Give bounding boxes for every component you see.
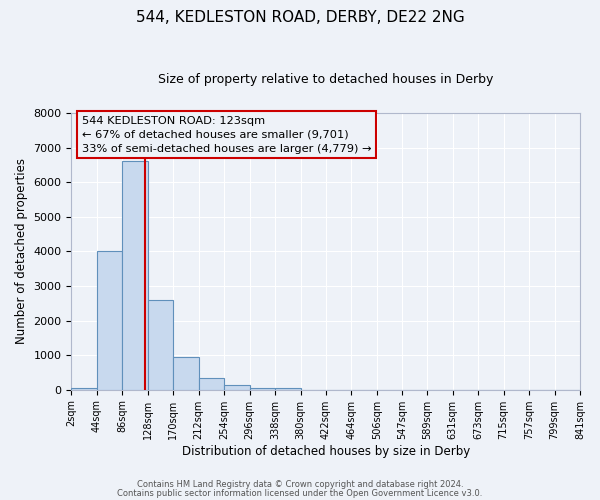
Bar: [173, 356, 199, 390]
Bar: [199, 378, 224, 390]
Bar: [148, 300, 173, 390]
X-axis label: Distribution of detached houses by size in Derby: Distribution of detached houses by size …: [182, 444, 470, 458]
Bar: [250, 388, 275, 390]
Bar: [97, 252, 122, 390]
Bar: [122, 162, 148, 390]
Text: Contains HM Land Registry data © Crown copyright and database right 2024.: Contains HM Land Registry data © Crown c…: [137, 480, 463, 489]
Text: Contains public sector information licensed under the Open Government Licence v3: Contains public sector information licen…: [118, 489, 482, 498]
Text: 544, KEDLESTON ROAD, DERBY, DE22 2NG: 544, KEDLESTON ROAD, DERBY, DE22 2NG: [136, 10, 464, 25]
Text: 544 KEDLESTON ROAD: 123sqm
← 67% of detached houses are smaller (9,701)
33% of s: 544 KEDLESTON ROAD: 123sqm ← 67% of deta…: [82, 116, 371, 154]
Title: Size of property relative to detached houses in Derby: Size of property relative to detached ho…: [158, 72, 493, 86]
Bar: [275, 388, 301, 390]
Bar: [71, 388, 97, 390]
Y-axis label: Number of detached properties: Number of detached properties: [15, 158, 28, 344]
Bar: [224, 385, 250, 390]
